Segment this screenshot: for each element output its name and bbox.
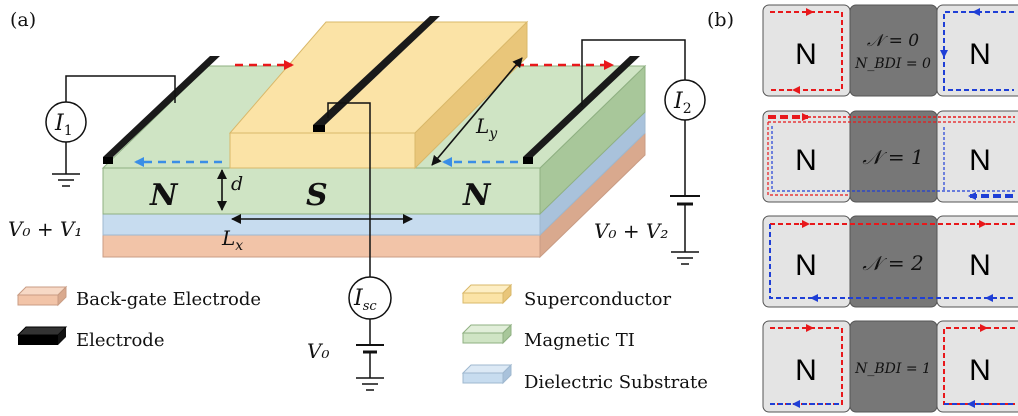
dim-arrow-ly: [431, 57, 523, 166]
voltage-label-center: V₀: [307, 339, 329, 363]
dim-label-ly: Ly: [475, 114, 498, 142]
wire-right-top: [581, 39, 686, 107]
legend-item-backgate: Back-gate Electrode: [16, 285, 261, 310]
panel-label-a: (a): [10, 9, 36, 31]
legend-item-superconductor: Superconductor: [461, 283, 671, 310]
wire-center: [327, 102, 371, 278]
ammeter-i1-label: I1: [54, 111, 73, 139]
row3-label-center: 𝒩 = 2: [862, 251, 923, 275]
row1-label-center-2: N_BDI = 0: [854, 56, 931, 72]
legend-label-electrode: Electrode: [76, 330, 164, 351]
voltage-label-left: V₀ + V₁: [8, 217, 82, 241]
row3-label-left: N: [795, 249, 817, 282]
row-2: N 𝒩 = 1 N: [762, 110, 1018, 203]
row-4: N N_BDI = 1 N: [762, 320, 1018, 413]
backgate-layer-front: [102, 234, 541, 258]
row1-label-right: N: [969, 38, 991, 71]
panel-label-b: (b): [707, 9, 734, 31]
panel-b: N 𝒩 = 0 N_BDI = 0 N N 𝒩 = 1 N: [762, 4, 1018, 413]
legend-label-backgate: Back-gate Electrode: [76, 289, 261, 310]
wire-left-top: [65, 75, 176, 103]
row3-right-block: [936, 215, 1018, 308]
ammeter-i1: [45, 101, 87, 143]
row4-edge-red-right: [943, 327, 1015, 405]
row1-label-left: N: [795, 38, 817, 71]
row2-edge-red-left: [767, 122, 850, 196]
row-3: N 𝒩 = 2 N: [762, 215, 1018, 308]
dim-label-d: d: [231, 173, 243, 195]
row2-label-center: 𝒩 = 1: [862, 145, 923, 169]
region-label-n-right: N: [462, 178, 492, 213]
circuit-center: [327, 102, 384, 391]
row2-edge-blue-left: [771, 126, 1015, 192]
dim-label-lx: Lx: [221, 226, 243, 254]
row3-label-right: N: [969, 249, 991, 282]
electrode-left-front: [103, 157, 113, 164]
row4-label-center: N_BDI = 1: [854, 361, 931, 377]
region-label-n-left: N: [149, 178, 179, 213]
legend-label-ti: Magnetic TI: [524, 330, 635, 351]
ammeter-isc-label: Isc: [353, 286, 377, 314]
legend-label-superconductor: Superconductor: [524, 289, 671, 310]
row2-label-right: N: [969, 144, 991, 177]
row1-label-center-1: 𝒩 = 0: [867, 31, 919, 51]
legend-label-dielectric: Dielectric Substrate: [524, 372, 708, 393]
row4-right-block: [936, 320, 1018, 413]
row4-label-right: N: [969, 354, 991, 387]
circuit-right: [581, 39, 700, 265]
ammeter-i2: [664, 79, 706, 121]
region-label-s: S: [306, 178, 328, 213]
ammeter-i2-label: I2: [673, 89, 692, 117]
row2-label-left: N: [795, 144, 817, 177]
voltage-label-right: V₀ + V₂: [594, 219, 668, 243]
row1-right-block: [936, 4, 1018, 97]
circuit-left: [52, 75, 176, 187]
legend-item-electrode: Electrode: [16, 326, 164, 351]
electrode-right-front: [523, 157, 533, 164]
superconductor-front: [229, 132, 416, 169]
ammeter-isc: [348, 276, 392, 320]
row2-right-block: [936, 110, 1018, 203]
legend-item-ti: Magnetic TI: [461, 323, 635, 351]
row3-edge-blue: [769, 224, 1015, 299]
electrode-center-front: [313, 125, 325, 132]
electrode-left: [103, 56, 220, 157]
legend: Back-gate Electrode Electrode Supercondu…: [16, 283, 708, 393]
electrode-center: [313, 16, 440, 125]
row4-label-left: N: [795, 354, 817, 387]
legend-item-dielectric: Dielectric Substrate: [461, 363, 708, 393]
device-stack: N S N d Lx Ly: [101, 16, 647, 259]
row-1: N 𝒩 = 0 N_BDI = 0 N: [762, 4, 1018, 97]
dielectric-layer-front: [102, 213, 541, 236]
